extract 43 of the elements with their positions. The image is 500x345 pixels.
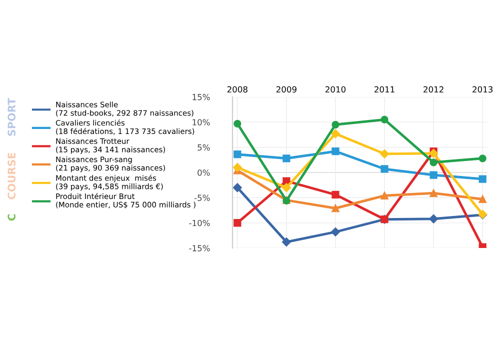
point <box>429 148 438 158</box>
point <box>234 120 242 128</box>
point <box>430 189 438 197</box>
point <box>331 228 340 236</box>
text: C <box>8 214 16 221</box>
point <box>430 158 438 166</box>
point <box>331 129 340 138</box>
x-tick-label: 2010 <box>325 86 346 93</box>
point <box>478 175 486 183</box>
point <box>380 116 388 124</box>
point <box>282 154 290 162</box>
y-tick-label: 5% <box>198 144 210 151</box>
point <box>380 165 388 173</box>
point <box>232 163 242 172</box>
x-tick-label: 2012 <box>424 86 444 93</box>
y-tick-label: -15% <box>189 245 210 252</box>
point <box>282 238 291 246</box>
point <box>430 171 438 179</box>
point <box>332 120 340 128</box>
x-tick-label: 2013 <box>472 86 493 93</box>
point <box>332 190 340 198</box>
x-tick-label: 2009 <box>276 86 296 93</box>
y-tick-label: 0% <box>198 169 210 176</box>
y-tick-label: -10% <box>189 220 210 226</box>
point <box>332 148 340 156</box>
y-tick-label: -5% <box>194 194 210 201</box>
point <box>380 192 388 200</box>
point <box>282 183 291 192</box>
text: COURSE <box>8 152 16 200</box>
point <box>234 219 242 227</box>
point <box>478 195 486 204</box>
point <box>234 150 242 158</box>
point <box>232 183 242 192</box>
point <box>380 149 389 158</box>
point <box>429 214 438 224</box>
text: SPORT <box>8 98 16 136</box>
point <box>332 204 340 212</box>
y-tick-label: 15% <box>192 94 210 100</box>
point <box>478 154 486 162</box>
x-tick-label: 2008 <box>227 86 248 93</box>
x-tick-label: 2011 <box>374 86 394 93</box>
point <box>282 177 290 185</box>
y-tick-label: 10% <box>192 119 210 126</box>
